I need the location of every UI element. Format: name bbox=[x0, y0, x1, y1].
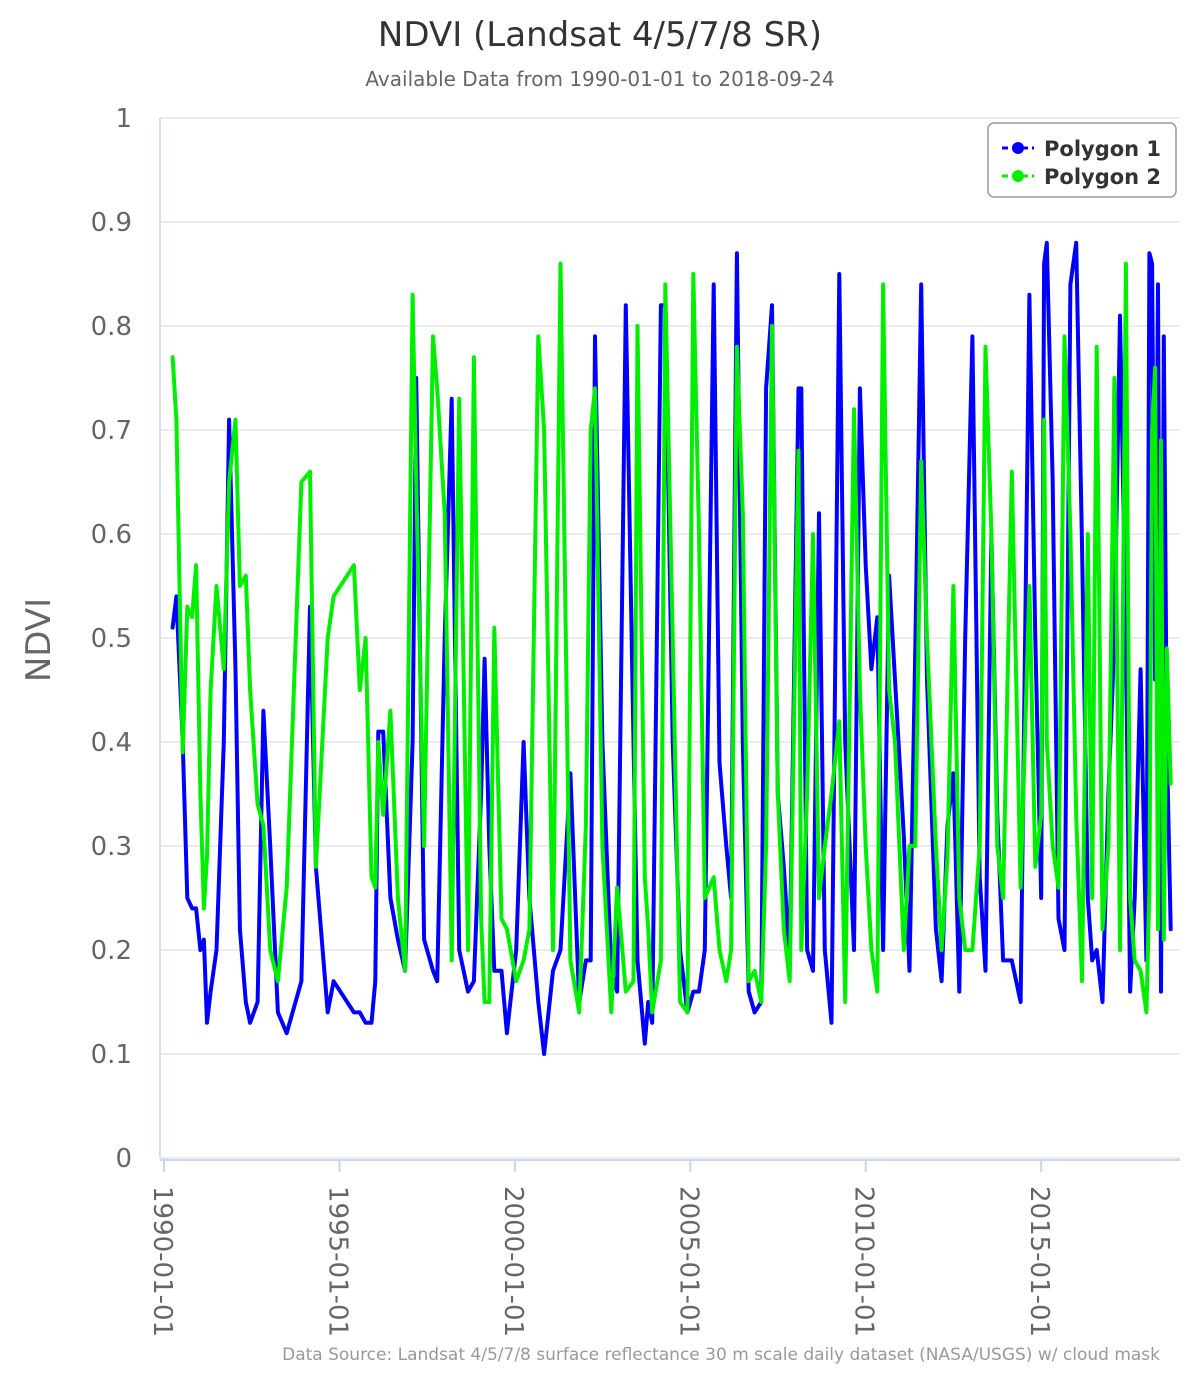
y-tick-label: 0.2 bbox=[91, 936, 132, 966]
legend-marker-polygon-1 bbox=[1012, 142, 1024, 154]
legend-item-polygon-2[interactable]: Polygon 2 bbox=[1002, 165, 1161, 189]
y-tick-label: 0.9 bbox=[91, 208, 132, 238]
legend-box bbox=[987, 122, 1177, 198]
legend-item-polygon-1[interactable]: Polygon 1 bbox=[1002, 137, 1161, 161]
credit-text[interactable]: Data Source: Landsat 4/5/7/8 surface ref… bbox=[282, 1345, 1160, 1365]
y-axis-label: NDVI bbox=[19, 598, 59, 682]
legend[interactable]: Polygon 1 Polygon 2 bbox=[987, 122, 1177, 198]
x-tick-label: 2010-01-01 bbox=[849, 1186, 879, 1337]
legend-label-polygon-1: Polygon 1 bbox=[1044, 137, 1161, 161]
y-tick-label: 0.5 bbox=[91, 624, 132, 654]
series-lines bbox=[170, 240, 1173, 1056]
x-tick-label: 2005-01-01 bbox=[673, 1186, 703, 1337]
chart-subtitle: Available Data from 1990-01-01 to 2018-0… bbox=[365, 67, 834, 91]
x-tick-label: 2000-01-01 bbox=[498, 1186, 528, 1337]
y-tick-label: 0 bbox=[115, 1144, 132, 1174]
chart-title: NDVI (Landsat 4/5/7/8 SR) bbox=[378, 15, 822, 55]
x-tick-labels: 1990-01-01 1995-01-01 2000-01-01 2005-01-01… bbox=[147, 1160, 1054, 1337]
y-tick-label: 0.6 bbox=[91, 520, 132, 550]
y-tick-label: 0.4 bbox=[91, 728, 132, 758]
y-tick-labels: 0 0.1 0.2 0.3 0.4 0.5 0.6 0.7 0.8 0.9 1 bbox=[91, 104, 132, 1174]
y-tick-label: 0.3 bbox=[91, 832, 132, 862]
legend-marker-polygon-2 bbox=[1012, 170, 1024, 182]
y-tick-label: 0.7 bbox=[91, 416, 132, 446]
series-line-polygon-2 bbox=[170, 261, 1173, 1015]
x-tick-label: 2015-01-01 bbox=[1024, 1186, 1054, 1337]
series-line-polygon-1 bbox=[170, 240, 1173, 1056]
x-tick-label: 1990-01-01 bbox=[147, 1186, 177, 1337]
legend-label-polygon-2: Polygon 2 bbox=[1044, 165, 1161, 189]
y-tick-label: 0.1 bbox=[91, 1040, 132, 1070]
x-tick-label: 1995-01-01 bbox=[322, 1186, 352, 1337]
y-tick-label: 1 bbox=[115, 104, 132, 134]
y-tick-label: 0.8 bbox=[91, 312, 132, 342]
